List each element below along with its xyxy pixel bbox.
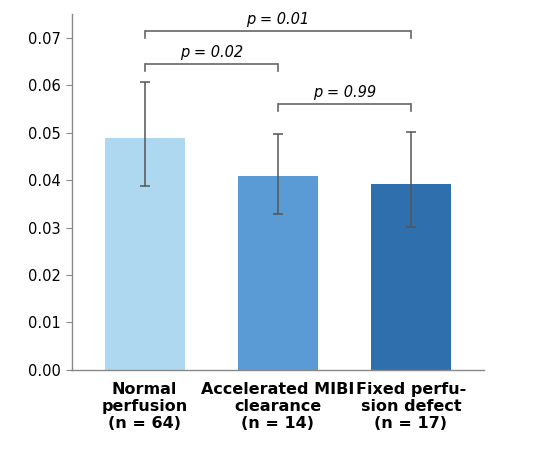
Bar — [371, 184, 451, 370]
Bar — [238, 176, 318, 370]
Text: p = 0.01: p = 0.01 — [246, 12, 309, 27]
Bar — [104, 138, 185, 370]
Text: p = 0.99: p = 0.99 — [313, 85, 376, 100]
Text: p = 0.02: p = 0.02 — [180, 45, 243, 60]
